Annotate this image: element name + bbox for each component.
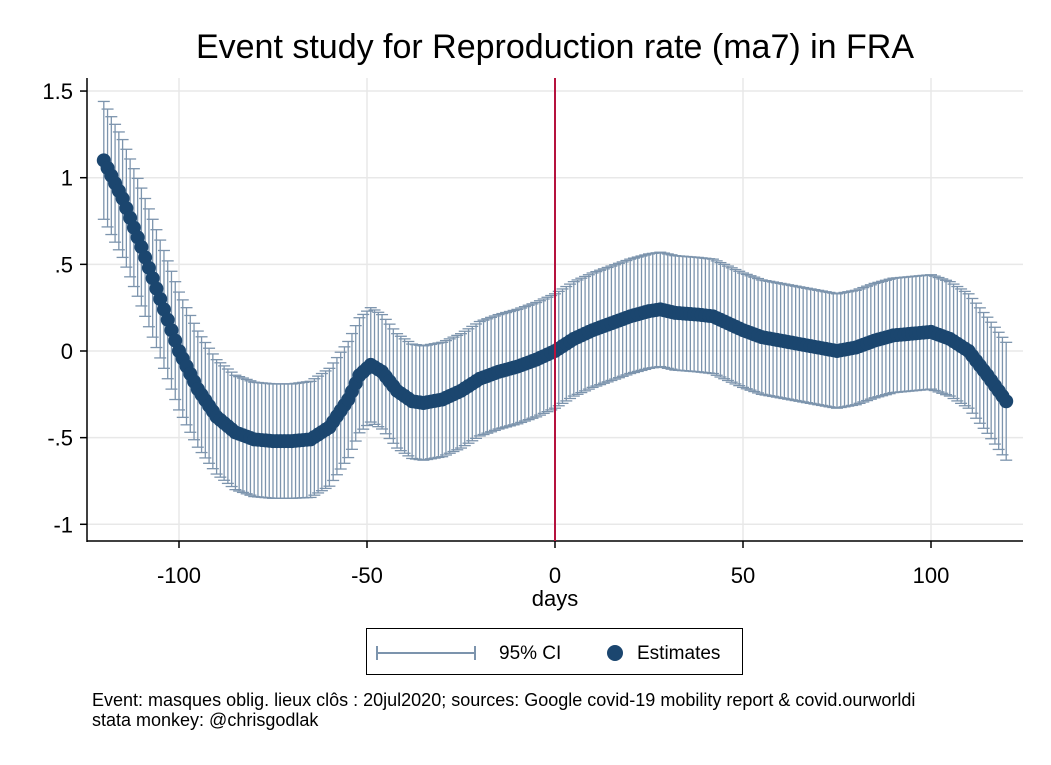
y-tick-label: -.5 xyxy=(47,426,73,451)
x-tick-label: -100 xyxy=(157,563,201,588)
legend-estimates-icon xyxy=(607,645,623,661)
x-axis-label: days xyxy=(531,586,579,611)
y-tick-label: 1.5 xyxy=(42,79,73,104)
x-tick-label: 0 xyxy=(549,563,561,588)
ci-series xyxy=(97,100,1013,499)
chart-note: Event: masques oblig. lieux clôs : 20jul… xyxy=(92,690,915,730)
estimate-point xyxy=(999,394,1014,409)
y-tick-label: 1 xyxy=(61,166,73,191)
note-line-2: stata monkey: @chrisgodlak xyxy=(92,710,319,730)
legend-ci-label: 95% CI xyxy=(499,643,562,664)
y-tick-label: .5 xyxy=(55,252,73,277)
legend-estimates-label: Estimates xyxy=(637,643,721,664)
x-tick-label: -50 xyxy=(351,563,383,588)
tick-labels: -1 -.5 0 .5 1 1.5 -100 -50 0 50 100 xyxy=(42,79,949,588)
legend: 95% CI Estimates xyxy=(366,628,743,675)
y-tick-label: 0 xyxy=(61,339,73,364)
y-tick-label: -1 xyxy=(53,512,73,537)
x-tick-label: 100 xyxy=(913,563,950,588)
note-line-1: Event: masques oblig. lieux clôs : 20jul… xyxy=(92,690,916,710)
chart-title: Event study for Reproduction rate (ma7) … xyxy=(195,28,915,66)
x-tick-label: 50 xyxy=(731,563,755,588)
legend-ci-icon xyxy=(376,646,476,660)
